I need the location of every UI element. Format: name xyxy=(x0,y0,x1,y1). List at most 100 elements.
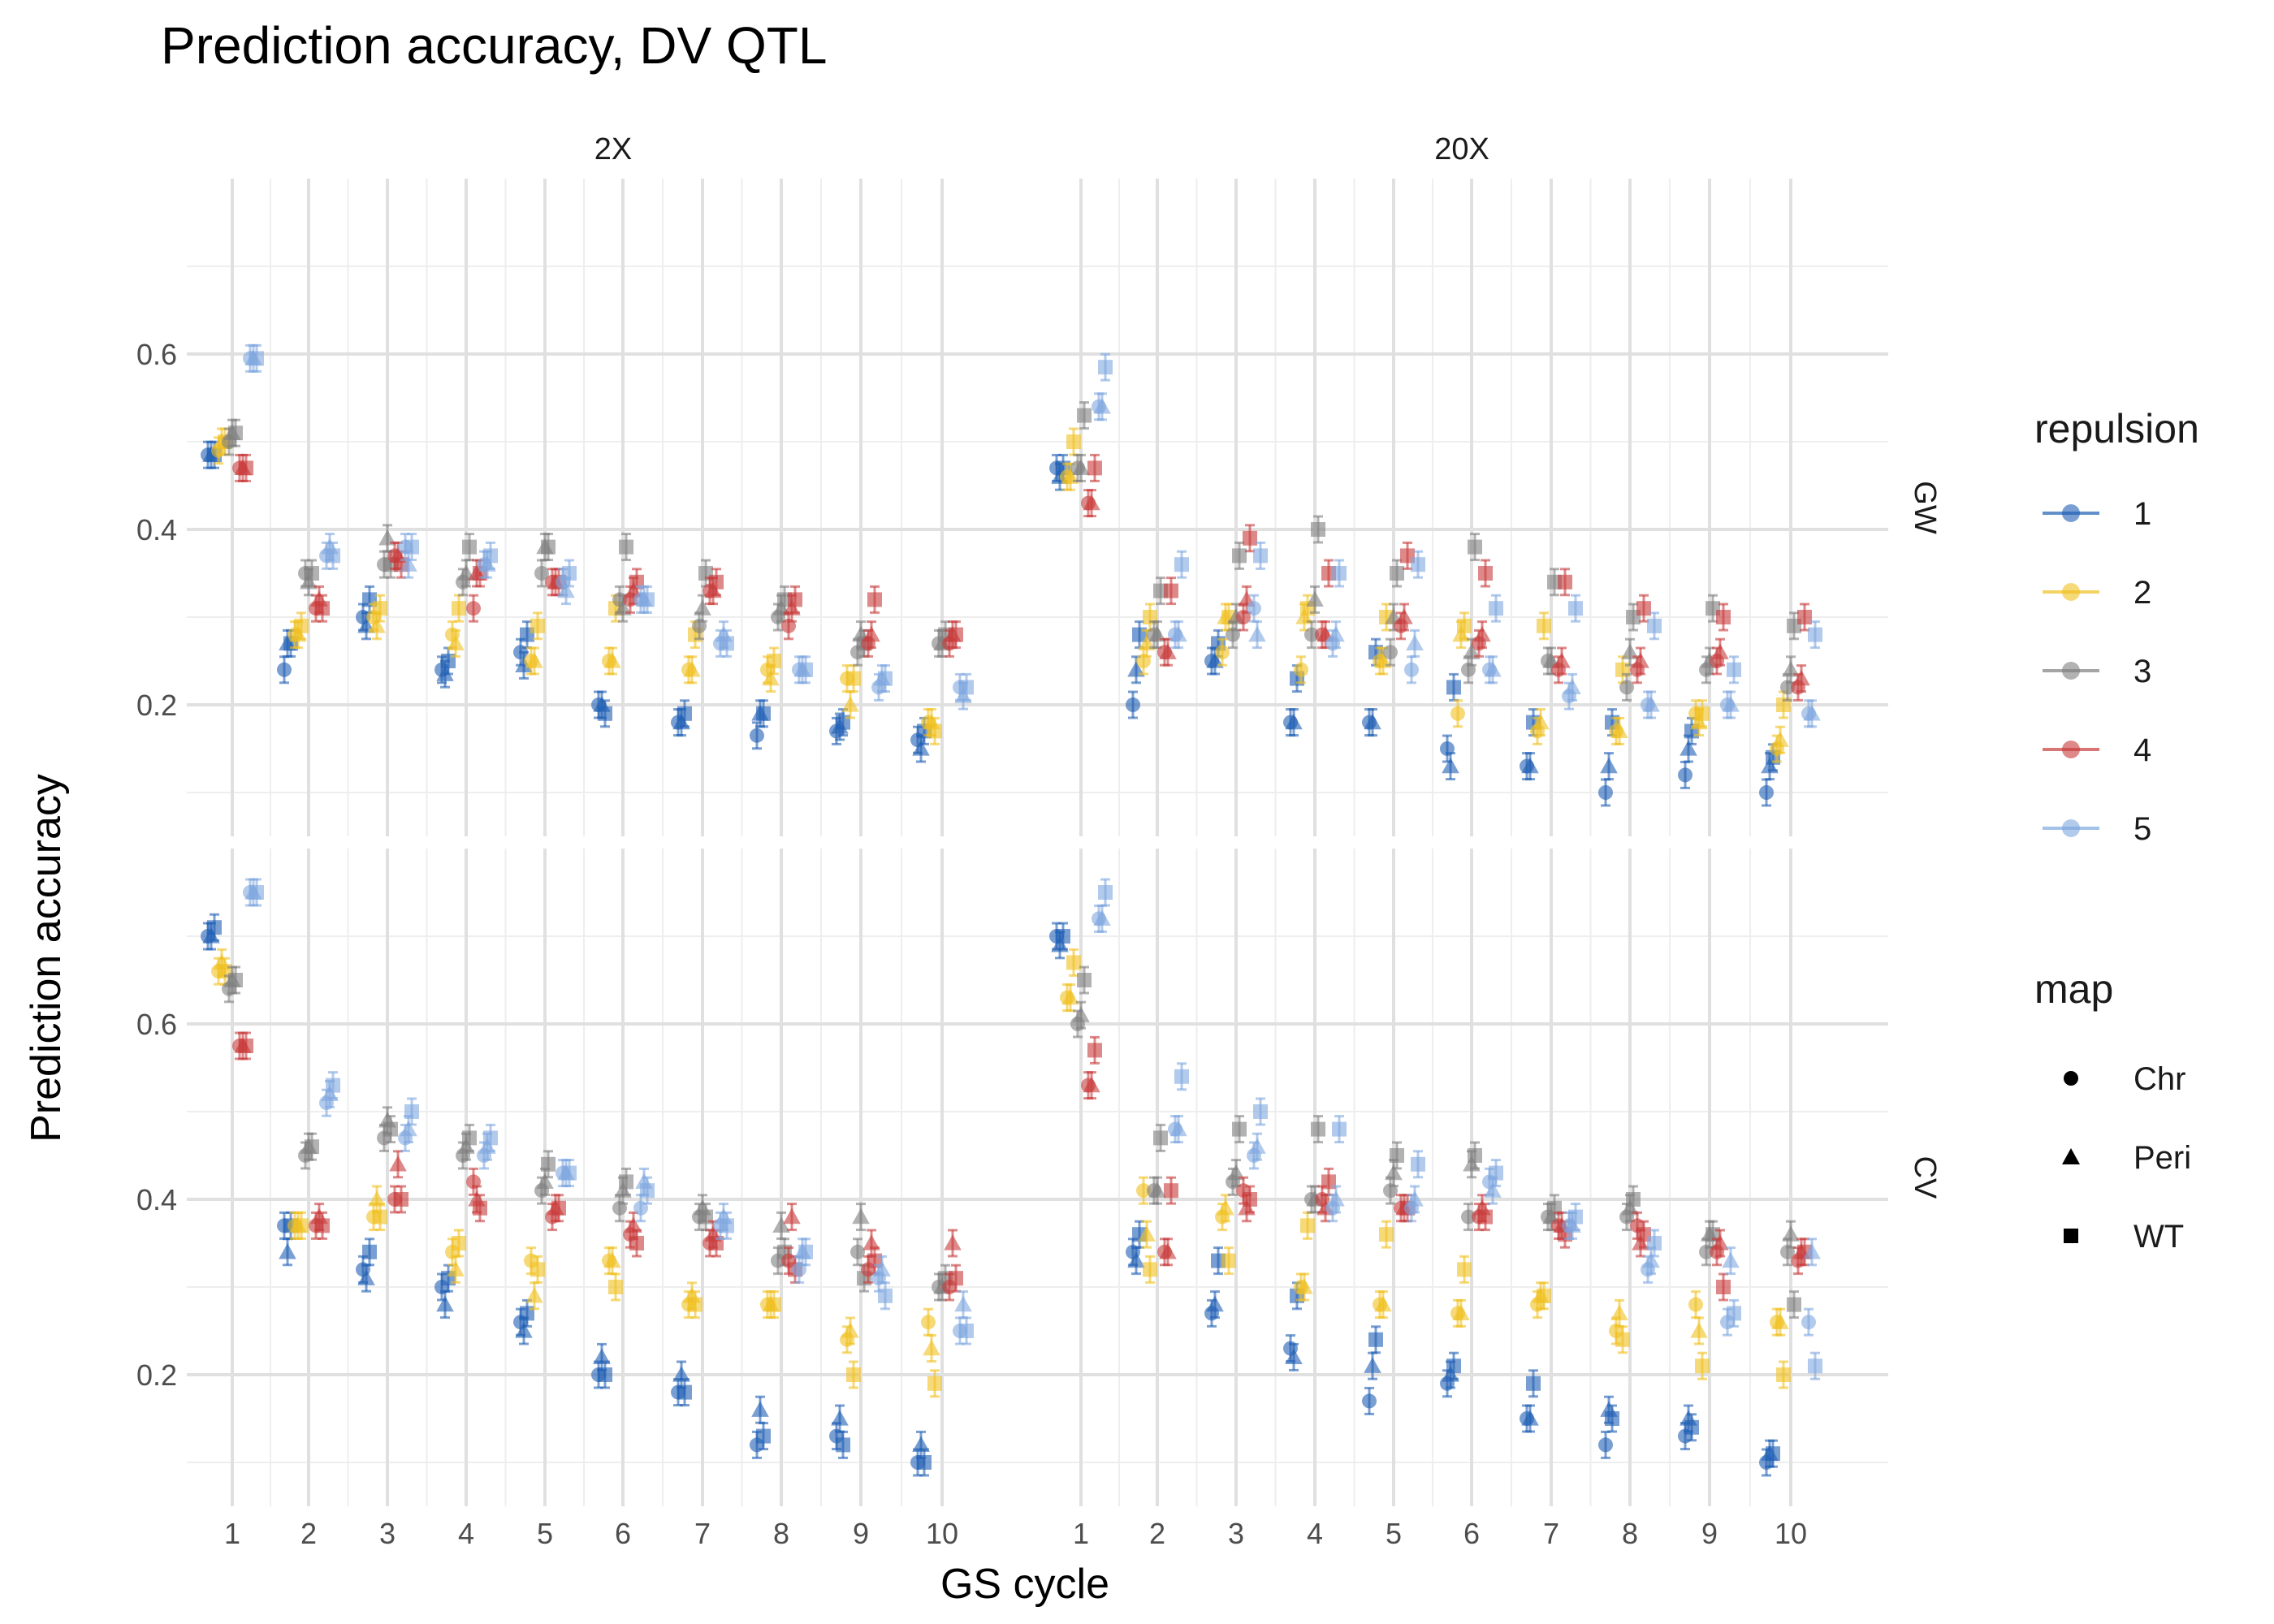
data-point xyxy=(1311,522,1325,537)
data-point xyxy=(1521,757,1539,774)
data-point xyxy=(541,1156,556,1172)
data-point xyxy=(1787,1297,1801,1312)
data-point xyxy=(1484,1181,1502,1198)
data-point xyxy=(1098,885,1113,900)
data-point xyxy=(767,1297,781,1312)
y-tick-label: 0.4 xyxy=(136,1183,177,1216)
data-point xyxy=(788,592,802,607)
data-point xyxy=(1610,722,1628,739)
legend-title-map: map xyxy=(2034,966,2113,1012)
data-point xyxy=(1406,1190,1424,1207)
x-tick-label: 2 xyxy=(1149,1517,1165,1550)
data-point xyxy=(1093,909,1111,926)
x-tick-label: 1 xyxy=(1073,1517,1089,1550)
data-point xyxy=(1362,1393,1377,1409)
data-point xyxy=(1621,643,1639,659)
data-point xyxy=(917,1455,932,1470)
data-point xyxy=(228,973,243,987)
data-point xyxy=(1247,601,1261,616)
data-point xyxy=(1411,557,1425,572)
data-point xyxy=(1390,566,1404,581)
data-point xyxy=(436,1295,454,1312)
data-point xyxy=(1248,1138,1266,1154)
data-point xyxy=(1243,1192,1257,1207)
y-tick-label: 0.2 xyxy=(136,689,177,722)
legend-key-shape xyxy=(2064,1071,2078,1086)
data-point xyxy=(1087,1043,1102,1058)
data-point xyxy=(1803,705,1821,721)
data-point xyxy=(1771,1313,1789,1329)
data-point xyxy=(279,1243,296,1259)
data-point xyxy=(1558,574,1572,590)
data-point xyxy=(1227,1164,1245,1181)
data-point xyxy=(677,1384,692,1400)
data-point xyxy=(878,1288,893,1303)
data-point xyxy=(1138,1225,1156,1242)
data-point xyxy=(1678,767,1693,783)
data-point xyxy=(1680,740,1697,756)
data-point xyxy=(1468,1148,1482,1163)
data-point xyxy=(1374,1295,1392,1312)
data-point xyxy=(683,661,701,677)
data-point xyxy=(762,669,780,686)
chart-title: Prediction accuracy, DV QTL xyxy=(161,16,827,75)
x-tick-label: 6 xyxy=(615,1517,631,1550)
data-point xyxy=(1332,566,1347,581)
data-point xyxy=(277,662,292,677)
data-point xyxy=(750,728,764,743)
data-point xyxy=(1521,1410,1539,1426)
data-point xyxy=(1695,1358,1710,1374)
x-tick-label: 3 xyxy=(379,1517,396,1550)
data-point xyxy=(619,539,633,555)
data-point xyxy=(756,706,771,721)
data-point xyxy=(1390,1148,1404,1163)
data-point xyxy=(1077,408,1092,423)
data-point xyxy=(720,636,734,651)
data-point xyxy=(1159,643,1177,659)
legend-item-repulsion-3: 3 xyxy=(2043,654,2151,689)
data-point xyxy=(1446,1358,1461,1374)
data-point xyxy=(625,1216,642,1233)
data-point xyxy=(1056,929,1070,944)
y-tick-label: 0.6 xyxy=(136,1008,177,1041)
x-axis-label: GS cycle xyxy=(940,1561,1109,1608)
data-point xyxy=(1379,1227,1394,1242)
data-point xyxy=(357,1269,375,1285)
data-point xyxy=(447,634,465,651)
x-tick-label: 3 xyxy=(1228,1517,1244,1550)
data-point xyxy=(562,566,577,581)
legend-item-repulsion-5: 5 xyxy=(2043,811,2151,847)
data-point xyxy=(462,539,477,555)
x-tick-label: 2 xyxy=(300,1517,317,1550)
data-point xyxy=(1087,460,1102,476)
data-point xyxy=(923,1339,940,1356)
x-tick-label: 7 xyxy=(694,1517,711,1550)
data-point xyxy=(1253,1104,1268,1119)
data-point xyxy=(1568,1209,1583,1224)
data-point xyxy=(798,1244,813,1259)
data-point xyxy=(1148,1181,1166,1198)
data-point xyxy=(1169,625,1187,642)
x-tick-label: 4 xyxy=(1307,1517,1323,1550)
data-point xyxy=(1792,669,1810,686)
data-point xyxy=(305,1139,319,1155)
data-point xyxy=(1598,785,1613,800)
data-point xyxy=(593,1348,611,1365)
data-point xyxy=(404,539,419,555)
data-point xyxy=(629,1236,644,1250)
data-point xyxy=(207,920,222,935)
legend-key-point xyxy=(2062,583,2080,601)
data-point xyxy=(305,566,319,581)
data-point xyxy=(603,1251,621,1268)
data-point xyxy=(1232,1121,1247,1137)
data-point xyxy=(326,1078,340,1093)
data-point xyxy=(1327,625,1345,642)
data-point xyxy=(1411,1156,1425,1172)
data-point xyxy=(1537,618,1551,633)
data-point xyxy=(1711,1234,1729,1250)
data-point xyxy=(1248,625,1266,642)
data-point xyxy=(1169,1120,1187,1137)
data-point xyxy=(378,529,396,546)
data-point xyxy=(373,1209,387,1224)
data-point xyxy=(1716,610,1731,624)
